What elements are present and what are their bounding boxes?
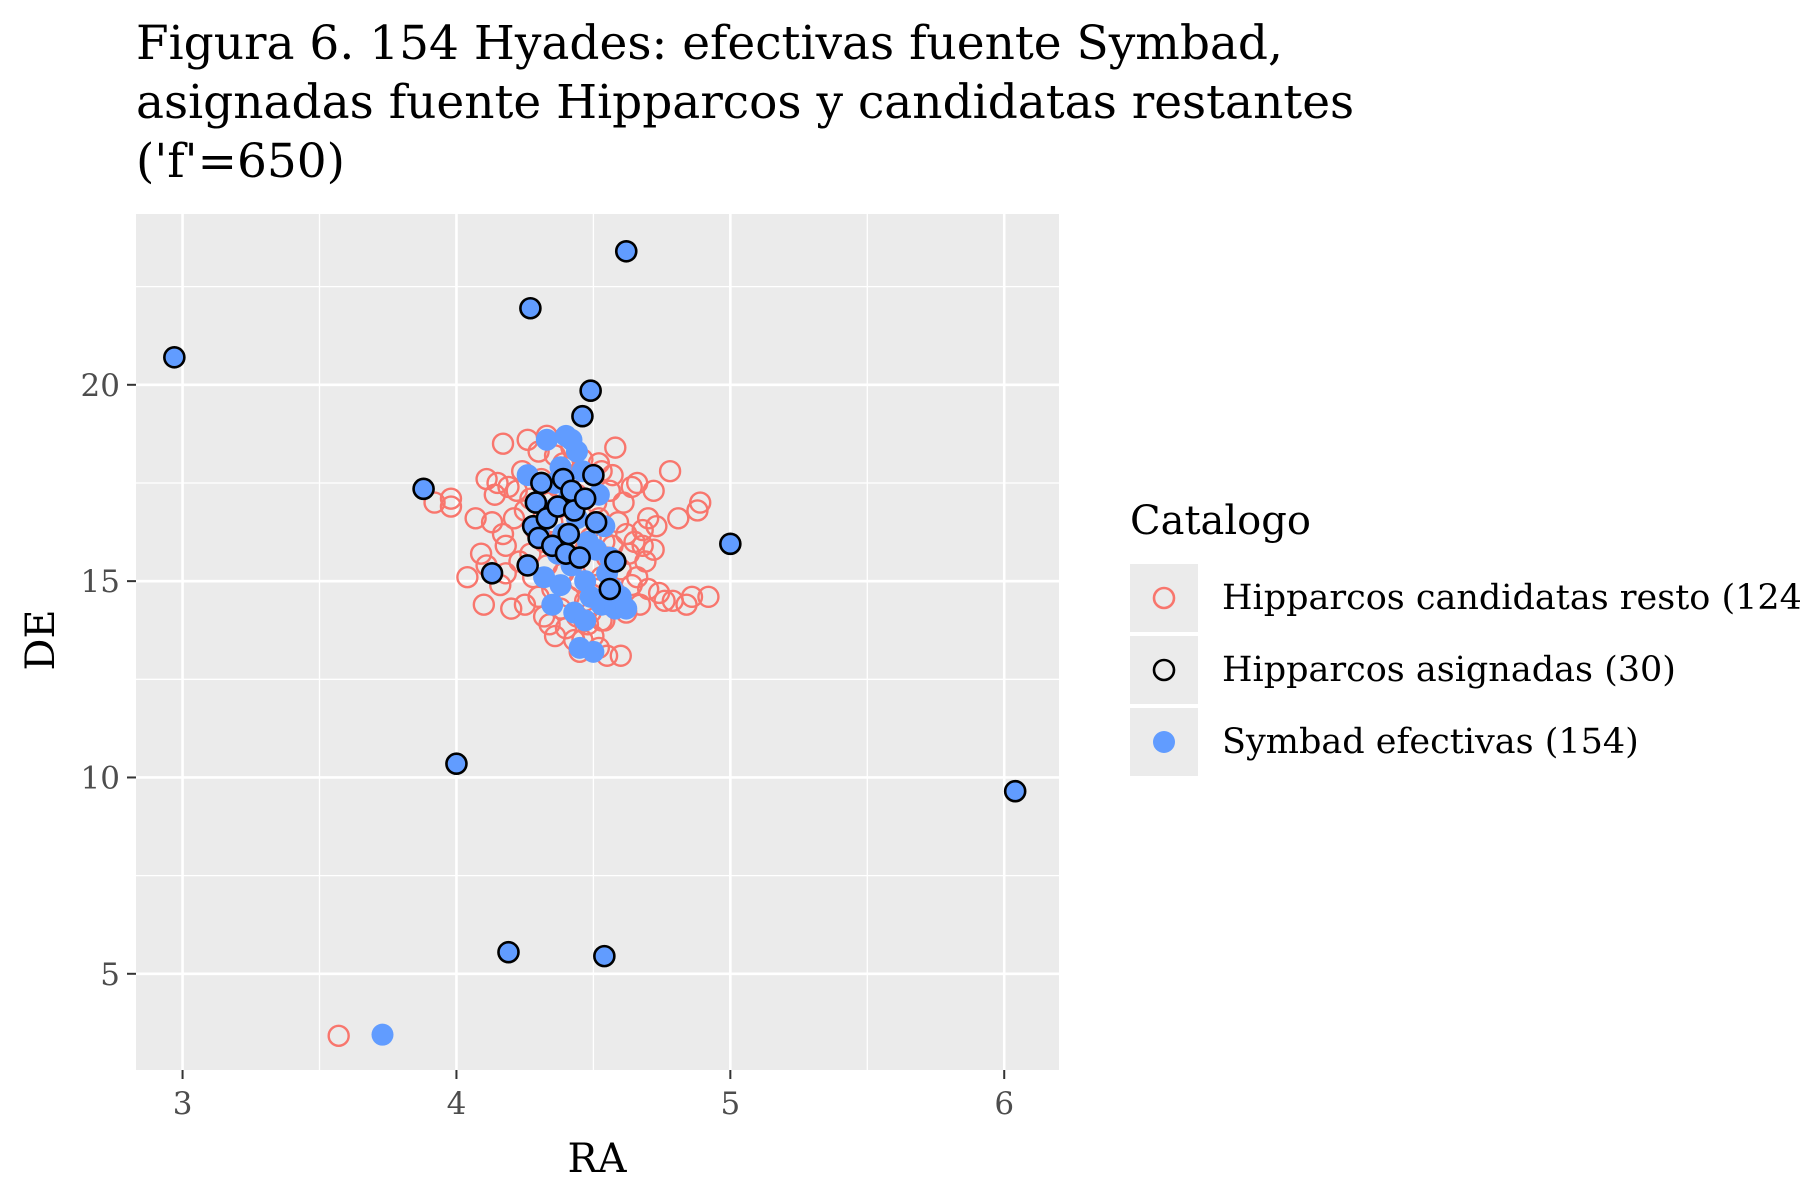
data-point-asignadas [163,346,186,369]
data-point-resto [494,534,517,557]
data-point-asignadas [614,240,638,263]
chart-title-line-3: ('f'=650) [136,134,345,189]
data-point-resto [491,432,515,455]
legend-title: Catalogo [1130,498,1311,544]
chart-title-line-2: asignadas fuente Hipparcos y candidatas … [136,75,1355,130]
x-tick-label: 4 [447,1086,467,1122]
data-point-symbad [574,609,597,632]
y-tick-label: 10 [81,760,120,796]
data-point-symbad [582,640,605,663]
x-axis-label: RA [567,1136,627,1182]
data-point-resto [631,518,654,542]
data-point-resto [680,585,704,609]
x-tick-label: 5 [720,1086,740,1122]
legend: Catalogo Hipparcos candidatas resto (124… [1130,496,1800,778]
data-point-resto [642,479,665,503]
data-point-resto [667,507,690,530]
data-point-asignadas [480,561,504,585]
data-point-resto [327,1024,350,1048]
data-point-symbad [533,566,556,589]
data-point-asignadas [1003,779,1027,803]
data-point-asignadas [584,510,608,534]
black-circle-icon [1152,658,1176,682]
legend-key-asignadas [1130,636,1198,704]
data-point-asignadas [593,944,616,968]
data-point-resto [513,593,537,616]
legend-label-symbad: Symbad efectivas (154) [1222,722,1639,762]
legend-key-symbad [1130,708,1198,776]
data-point-asignadas [445,752,468,776]
data-point-resto [439,495,463,518]
data-point-resto [500,597,523,620]
data-points [163,240,1027,1048]
data-point-asignadas [568,546,591,569]
data-point-asignadas [516,554,539,577]
legend-label-asignadas: Hipparcos asignadas (30) [1222,650,1676,690]
legend-item-symbad: Symbad efectivas (154) [1130,706,1800,778]
data-point-symbad [541,593,564,616]
data-point-asignadas [604,550,627,573]
data-point-resto [645,514,668,538]
data-point-resto [642,538,665,561]
data-point-asignadas [519,296,542,320]
y-tick-label: 5 [100,957,120,993]
x-tick-label: 6 [994,1086,1014,1122]
legend-item-resto: Hipparcos candidatas resto (124) [1130,562,1800,634]
data-point-symbad [535,428,558,451]
y-axis-label: DE [18,609,64,670]
data-point-resto [658,459,682,483]
data-point-resto [456,566,479,589]
data-point-asignadas [412,477,435,501]
hollow-circle-icon [1152,586,1176,610]
data-point-resto [486,471,509,495]
data-point-resto [472,593,496,616]
data-point-resto [423,491,446,514]
data-point-asignadas [557,522,581,546]
data-point-resto [439,487,463,510]
axes: 3 4 5 6 5 10 15 20 [81,368,1015,1122]
data-point-resto [636,507,660,530]
data-point-resto [469,542,493,565]
legend-key-resto [1130,564,1198,632]
filled-circle-icon [1153,731,1175,753]
data-point-asignadas [579,379,602,402]
data-point-asignadas [573,487,597,510]
data-point-asignadas [582,463,605,487]
data-point-resto [653,589,676,612]
y-tick-label: 20 [81,368,120,404]
data-point-asignadas [530,471,553,495]
data-point-resto [464,507,487,530]
data-point-symbad [560,428,583,451]
data-point-symbad [615,597,638,620]
data-point-resto [697,585,720,609]
data-point-asignadas [719,532,742,556]
legend-item-asignadas: Hipparcos asignadas (30) [1130,634,1800,706]
data-point-asignadas [497,940,520,964]
data-point-resto [689,491,712,514]
data-point-resto [609,644,632,667]
data-point-symbad [371,1023,394,1046]
data-point-resto [491,522,515,546]
legend-label-resto: Hipparcos candidatas resto (124) [1222,578,1800,618]
x-tick-label: 3 [173,1086,193,1122]
data-point-resto [631,534,654,557]
data-point-asignadas [571,404,594,428]
chart-title: Figura 6. 154 Hyades: efectivas fuente S… [136,14,1736,191]
data-point-resto [634,550,657,573]
y-tick-label: 15 [81,564,120,600]
data-point-resto [620,475,643,499]
data-point-asignadas [598,577,622,601]
data-point-symbad [549,574,572,597]
data-point-resto [604,436,627,459]
data-point-resto [636,577,660,601]
chart-title-line-1: Figura 6. 154 Hyades: efectivas fuente S… [136,16,1283,71]
data-point-resto [483,483,506,506]
